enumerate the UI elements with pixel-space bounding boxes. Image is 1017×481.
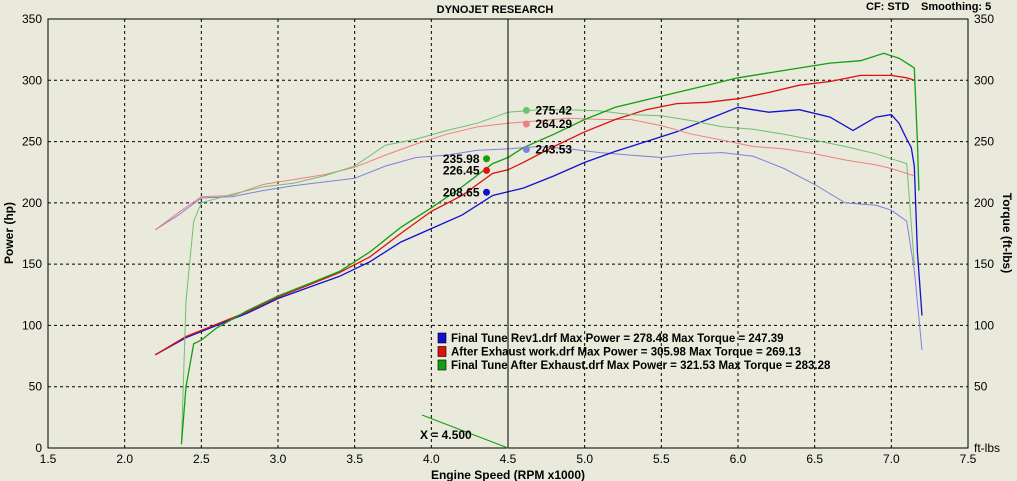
y-left-tick-label: 0 bbox=[35, 441, 42, 455]
y-right-tick-label: 50 bbox=[974, 380, 988, 394]
legend-swatch-2 bbox=[437, 359, 447, 371]
x-tick-label: 2.5 bbox=[193, 452, 210, 466]
x-tick-label: 7.5 bbox=[960, 452, 977, 466]
cursor-torque-value-2: 275.42 bbox=[535, 103, 572, 117]
x-tick-label: 1.5 bbox=[40, 452, 57, 466]
y-right-tick-label: 200 bbox=[974, 196, 994, 210]
legend-entry-1: After Exhaust work.drf Max Power = 305.9… bbox=[451, 347, 801, 359]
cursor-pointer bbox=[421, 414, 509, 449]
series-layer bbox=[154, 52, 923, 445]
y-left-axis-title: Power (hp) bbox=[2, 202, 16, 264]
y-left-tick-label: 350 bbox=[22, 12, 42, 26]
y-right-tick-label: ft-lbs bbox=[974, 441, 1000, 455]
x-tick-label: 4.0 bbox=[423, 452, 440, 466]
y-left-tick-label: 300 bbox=[22, 73, 42, 87]
y-left-tick-label: 250 bbox=[22, 135, 42, 149]
y-right-tick-labels: ft-lbs 50 100 150 200 250 300 350 bbox=[974, 12, 1000, 455]
x-tick-label: 5.0 bbox=[576, 452, 593, 466]
legend-entry-0: Final Tune Rev1.drf Max Power = 278.48 M… bbox=[451, 333, 784, 345]
legend: Final Tune Rev1.drf Max Power = 278.48 M… bbox=[437, 332, 831, 372]
y-left-tick-labels: 0 50 100 150 200 250 300 350 bbox=[22, 12, 42, 455]
cursor-power-value-0: 208.65 bbox=[443, 185, 480, 199]
y-right-tick-label: 350 bbox=[974, 12, 994, 26]
y-right-tick-label: 300 bbox=[974, 73, 994, 87]
cursor-markers: 208.65 243.53 226.45 264.29 235.98 275.42 bbox=[443, 103, 573, 199]
cursor-power-point-0 bbox=[483, 188, 491, 196]
chart-title: DYNOJET RESEARCH bbox=[437, 4, 554, 16]
x-tick-labels: 1.5 2.0 2.5 3.0 3.5 4.0 4.5 5.0 5.5 6.0 6.5 7.0 7.5 bbox=[40, 452, 977, 466]
cursor-torque-value-0: 243.53 bbox=[535, 143, 572, 157]
smoothing-label: Smoothing: 5 bbox=[921, 1, 991, 13]
y-right-tick-label: 250 bbox=[974, 135, 994, 149]
x-axis-title: Engine Speed (RPM x1000) bbox=[431, 468, 585, 481]
cursor-torque-point-1 bbox=[522, 120, 530, 128]
cursor-label: X = 4.500 bbox=[420, 428, 472, 442]
x-tick-label: 5.5 bbox=[653, 452, 670, 466]
cursor-power-point-1 bbox=[483, 166, 491, 174]
cursor-power-value-2: 235.98 bbox=[443, 152, 480, 166]
y-right-tick-label: 100 bbox=[974, 318, 994, 332]
legend-swatch-1 bbox=[437, 346, 447, 357]
y-right-tick-label: 150 bbox=[974, 257, 994, 271]
cursor-power-value-1: 226.45 bbox=[443, 163, 480, 177]
cf-label: CF: STD bbox=[866, 1, 909, 13]
y-left-tick-label: 100 bbox=[22, 318, 42, 332]
y-left-tick-label: 150 bbox=[22, 257, 42, 271]
x-tick-label: 6.5 bbox=[806, 452, 823, 466]
power-line-series-2 bbox=[180, 52, 920, 445]
legend-entry-2: Final Tune After Exhaust.drf Max Power =… bbox=[451, 360, 831, 372]
x-tick-label: 4.5 bbox=[500, 452, 517, 466]
cursor-torque-value-1: 264.29 bbox=[535, 117, 572, 131]
x-tick-label: 6.0 bbox=[730, 452, 747, 466]
legend-swatch-0 bbox=[437, 332, 447, 344]
cursor-torque-point-0 bbox=[522, 146, 530, 154]
x-tick-label: 3.0 bbox=[270, 452, 287, 466]
torque-line-series-1 bbox=[155, 117, 915, 231]
cursor-torque-point-2 bbox=[522, 106, 530, 114]
y-left-tick-label: 50 bbox=[29, 380, 43, 394]
cursor-power-point-2 bbox=[483, 155, 491, 163]
torque-line-series-0 bbox=[155, 145, 923, 350]
y-right-axis-title: Torque (ft-lbs) bbox=[1000, 193, 1014, 273]
x-tick-label: 7.0 bbox=[883, 452, 900, 466]
power-line-series-1 bbox=[154, 74, 915, 356]
power-line-series-0 bbox=[154, 106, 923, 356]
x-tick-label: 3.5 bbox=[346, 452, 363, 466]
x-tick-label: 2.0 bbox=[116, 452, 133, 466]
y-left-tick-label: 200 bbox=[22, 196, 42, 210]
torque-line-series-2 bbox=[180, 109, 915, 445]
